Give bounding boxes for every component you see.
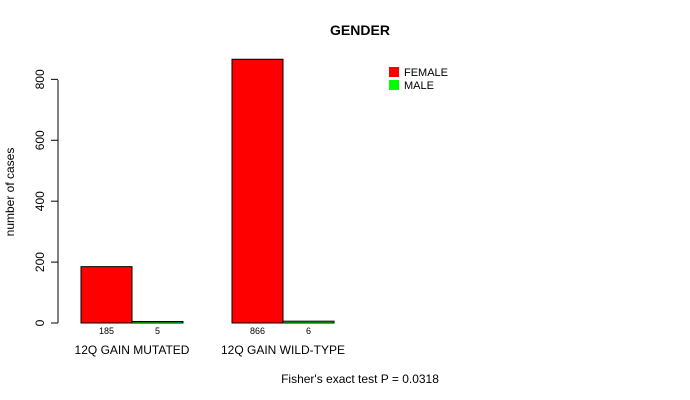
y-axis-ticks: 0 200 400 600 800	[33, 69, 58, 326]
category-label-0: 12Q GAIN MUTATED	[75, 343, 190, 357]
count-label-male-0: 5	[155, 326, 160, 336]
legend-swatch-male	[389, 80, 399, 90]
y-tick-label-0: 0	[33, 319, 47, 326]
bar-female-0	[80, 266, 133, 324]
legend-label-male: MALE	[404, 80, 434, 92]
legend-swatch-female	[389, 67, 399, 77]
category-labels: 12Q GAIN MUTATED 12Q GAIN WILD-TYPE	[75, 343, 345, 357]
bar-male-0	[131, 320, 184, 324]
count-label-female-0: 185	[99, 326, 114, 336]
count-labels: 185 5 866 6	[99, 326, 311, 336]
fisher-test-footnote: Fisher's exact test P = 0.0318	[281, 372, 439, 386]
bars	[80, 58, 335, 324]
y-tick-label-400: 400	[33, 191, 47, 211]
y-tick-label-800: 800	[33, 69, 47, 89]
y-tick-label-600: 600	[33, 130, 47, 150]
bar-male-1	[282, 320, 335, 324]
bar-female-1	[231, 58, 284, 324]
count-label-female-1: 866	[250, 326, 265, 336]
count-label-male-1: 6	[306, 326, 311, 336]
y-tick-label-200: 200	[33, 252, 47, 272]
category-label-1: 12Q GAIN WILD-TYPE	[221, 343, 345, 357]
chart-title: GENDER	[330, 22, 390, 38]
y-axis-label: number of cases	[3, 148, 17, 237]
legend-label-female: FEMALE	[404, 67, 448, 79]
